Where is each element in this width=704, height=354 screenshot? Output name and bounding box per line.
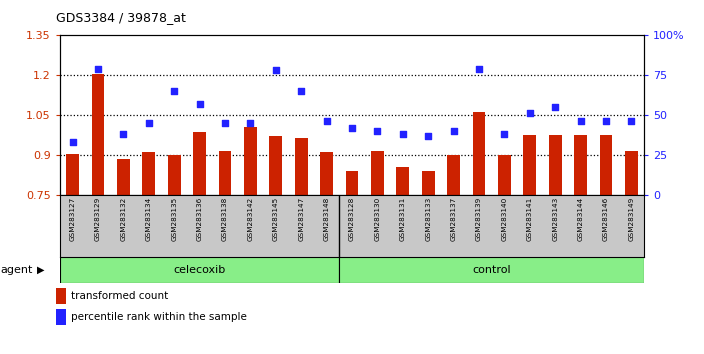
- Bar: [625, 151, 638, 195]
- Text: GSM283144: GSM283144: [578, 196, 584, 241]
- Text: control: control: [472, 265, 511, 275]
- Bar: [447, 155, 460, 195]
- Bar: [396, 167, 409, 195]
- Text: GSM283145: GSM283145: [272, 196, 279, 241]
- Text: celecoxib: celecoxib: [173, 265, 226, 275]
- Text: GSM283136: GSM283136: [196, 196, 203, 241]
- Bar: [142, 152, 155, 195]
- Bar: [574, 135, 587, 195]
- Bar: [117, 159, 130, 195]
- Point: [550, 104, 561, 110]
- Bar: [219, 151, 232, 195]
- Text: GSM283132: GSM283132: [120, 196, 126, 241]
- Text: GSM283148: GSM283148: [324, 196, 329, 241]
- Text: GSM283139: GSM283139: [476, 196, 482, 241]
- Point: [270, 68, 282, 73]
- Bar: [600, 135, 612, 195]
- Bar: [472, 113, 485, 195]
- Point: [168, 88, 180, 94]
- Point: [524, 110, 536, 116]
- Bar: [549, 135, 562, 195]
- Text: GSM283149: GSM283149: [629, 196, 634, 241]
- Bar: [66, 154, 79, 195]
- Point: [92, 66, 103, 72]
- Text: agent: agent: [1, 265, 33, 275]
- Point: [245, 120, 256, 126]
- Text: percentile rank within the sample: percentile rank within the sample: [72, 312, 247, 322]
- Point: [422, 133, 434, 139]
- Bar: [244, 127, 257, 195]
- Point: [499, 131, 510, 137]
- Point: [220, 120, 231, 126]
- Text: GSM283138: GSM283138: [222, 196, 228, 241]
- Text: GSM283130: GSM283130: [375, 196, 380, 241]
- Text: transformed count: transformed count: [72, 291, 169, 301]
- Text: GSM283147: GSM283147: [298, 196, 304, 241]
- Point: [346, 125, 358, 131]
- Text: GSM283143: GSM283143: [552, 196, 558, 241]
- Text: GSM283140: GSM283140: [501, 196, 508, 241]
- Text: GDS3384 / 39878_at: GDS3384 / 39878_at: [56, 11, 186, 24]
- Text: GSM283146: GSM283146: [603, 196, 609, 241]
- Bar: [295, 138, 308, 195]
- Point: [143, 120, 154, 126]
- Bar: [60, 257, 339, 283]
- Text: GSM283142: GSM283142: [247, 196, 253, 241]
- Bar: [193, 132, 206, 195]
- Bar: [92, 74, 104, 195]
- Bar: [339, 257, 644, 283]
- Bar: [270, 136, 282, 195]
- Text: GSM283131: GSM283131: [400, 196, 406, 241]
- Point: [626, 119, 637, 124]
- Bar: [371, 151, 384, 195]
- Bar: [168, 155, 180, 195]
- Text: GSM283137: GSM283137: [451, 196, 457, 241]
- Bar: [422, 171, 434, 195]
- Point: [575, 119, 586, 124]
- Text: GSM283129: GSM283129: [95, 196, 101, 241]
- Point: [296, 88, 307, 94]
- Point: [321, 119, 332, 124]
- Point: [448, 128, 459, 134]
- Point: [194, 101, 205, 107]
- Point: [372, 128, 383, 134]
- Bar: [524, 135, 536, 195]
- Bar: [498, 155, 511, 195]
- Point: [118, 131, 129, 137]
- Point: [397, 131, 408, 137]
- Point: [67, 139, 78, 145]
- Text: ▶: ▶: [37, 265, 44, 275]
- Bar: [346, 171, 358, 195]
- Text: GSM283127: GSM283127: [70, 196, 75, 241]
- Bar: [56, 308, 66, 325]
- Bar: [320, 152, 333, 195]
- Point: [473, 66, 484, 72]
- Text: GSM283135: GSM283135: [171, 196, 177, 241]
- Bar: [56, 288, 66, 304]
- Text: GSM283134: GSM283134: [146, 196, 152, 241]
- Text: GSM283133: GSM283133: [425, 196, 432, 241]
- Text: GSM283128: GSM283128: [349, 196, 355, 241]
- Text: GSM283141: GSM283141: [527, 196, 533, 241]
- Point: [601, 119, 612, 124]
